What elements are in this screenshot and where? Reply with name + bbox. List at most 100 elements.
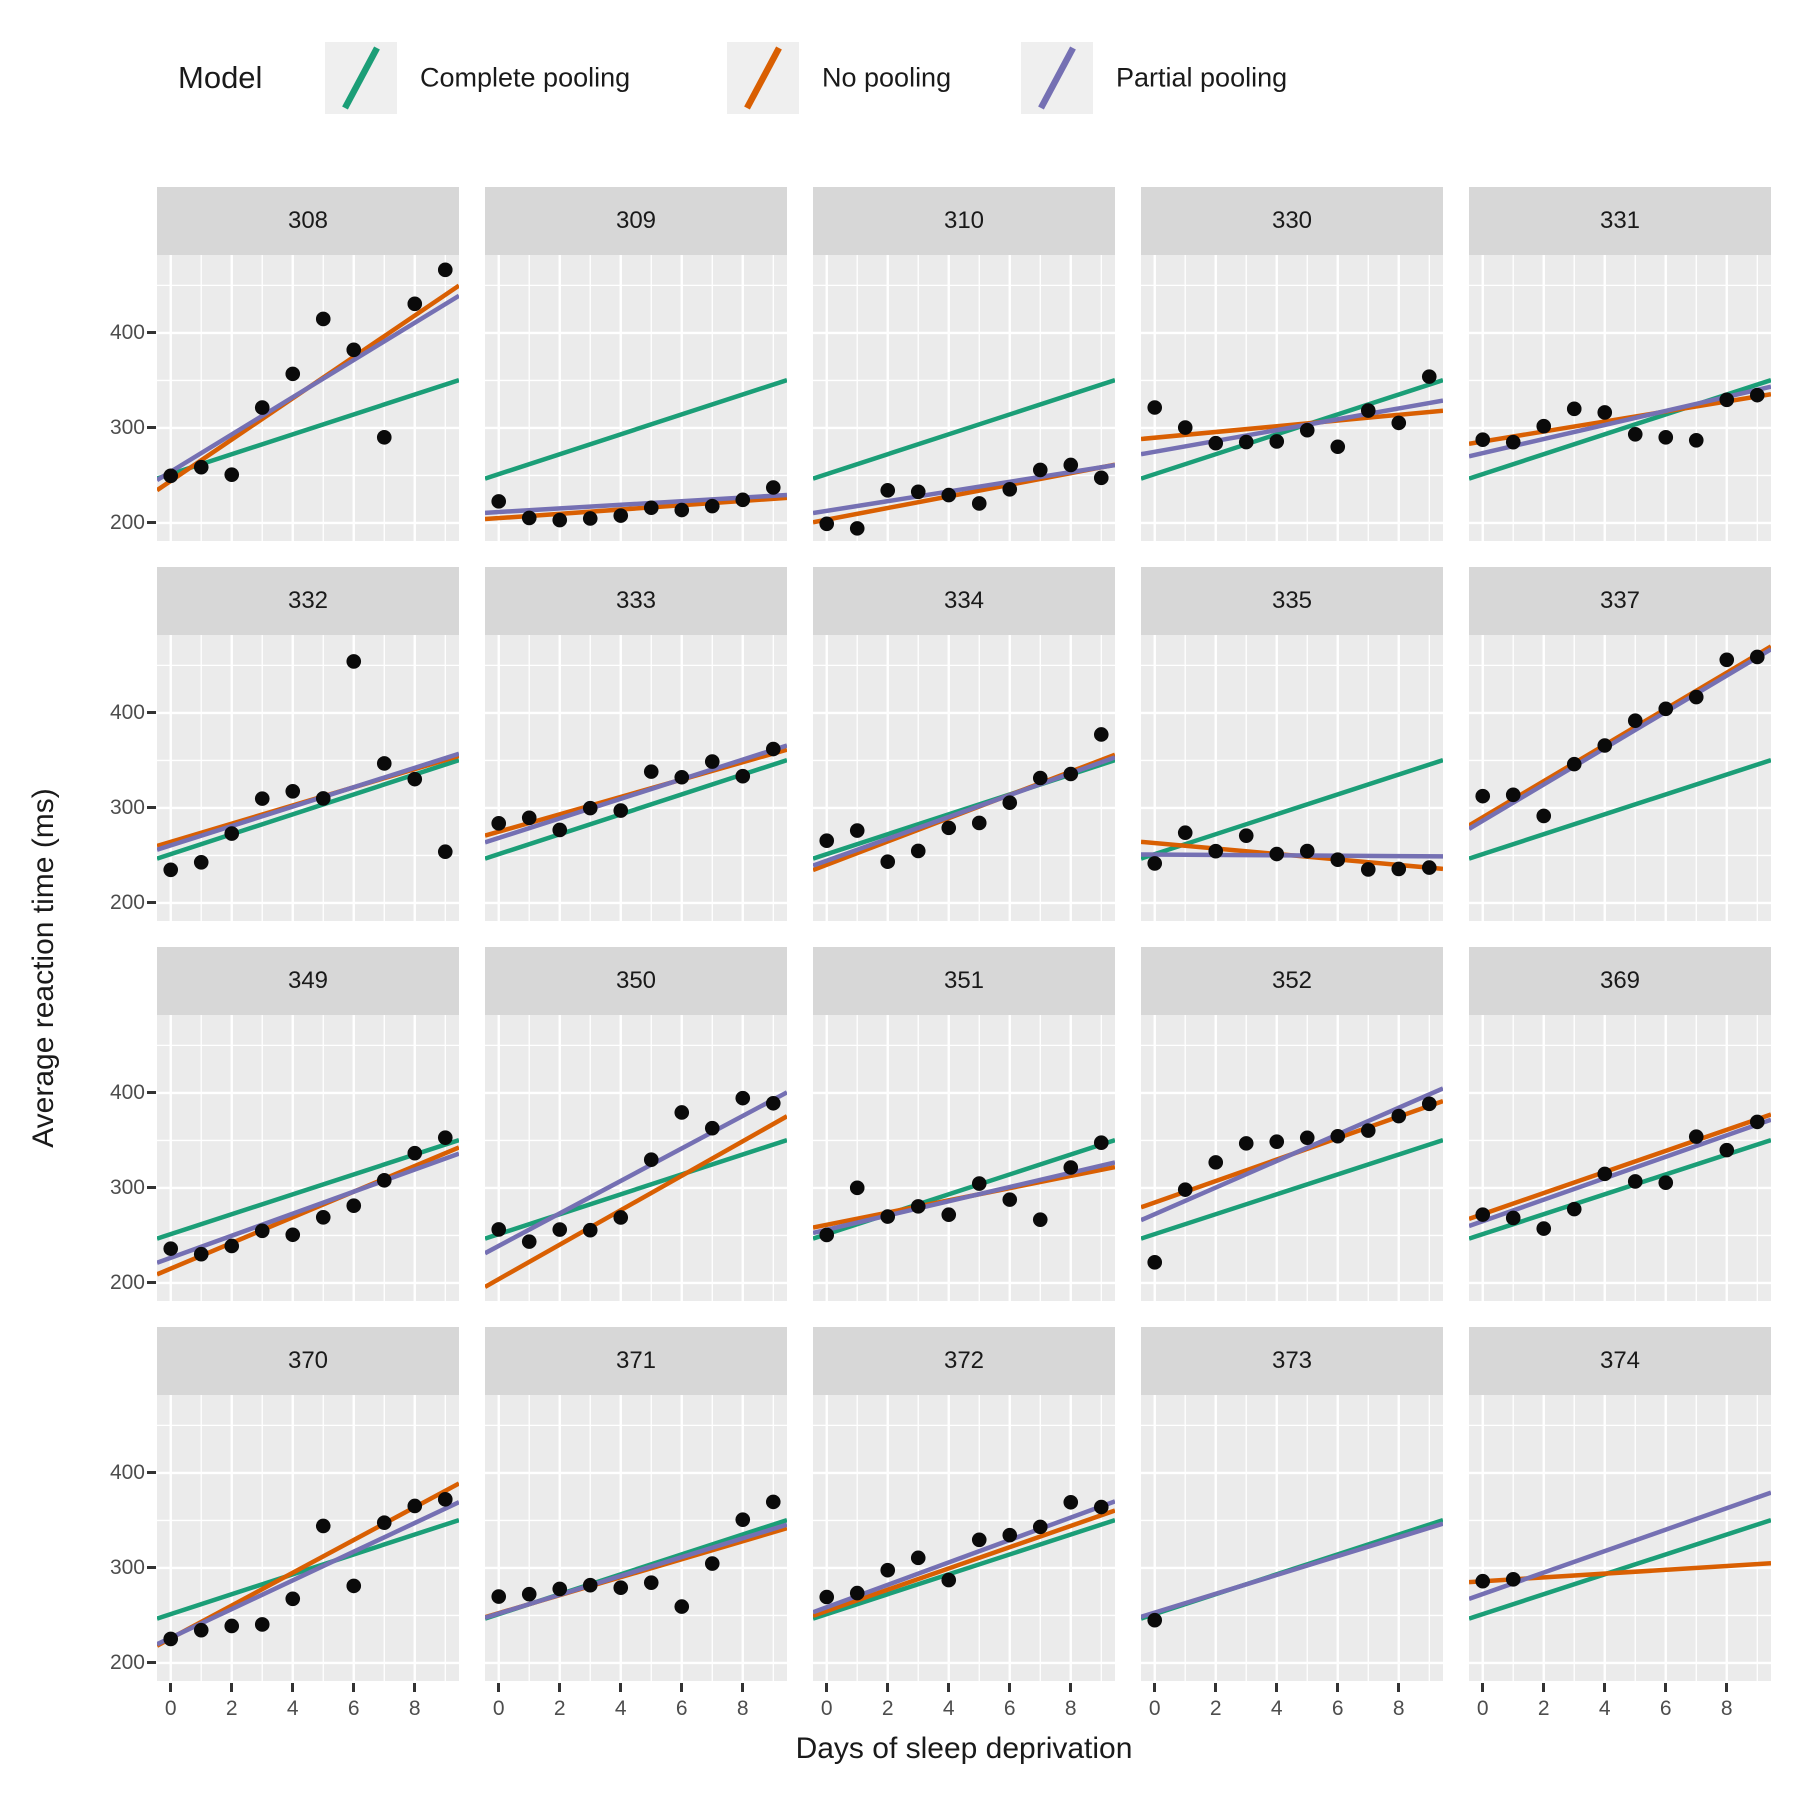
- data-point: [1002, 482, 1018, 497]
- data-point: [1177, 825, 1193, 841]
- data-point: [1597, 405, 1613, 420]
- data-point: [1536, 418, 1552, 434]
- x-tick-label: 8: [1720, 1697, 1733, 1720]
- data-point: [849, 1180, 865, 1196]
- data-point: [971, 1532, 987, 1548]
- facet-strip-label: 374: [1599, 1347, 1641, 1374]
- facet-strip-label: 350: [615, 967, 657, 994]
- y-tick-mark: [147, 521, 156, 525]
- data-point: [910, 1199, 926, 1214]
- data-point: [193, 459, 209, 475]
- data-point: [437, 1130, 453, 1145]
- facet-panel-332: [157, 635, 459, 921]
- fit-line-complete-pooling: [1141, 757, 1443, 861]
- x-tick-label: 2: [881, 1697, 894, 1720]
- data-point: [1719, 1142, 1735, 1158]
- data-point: [1208, 1155, 1224, 1170]
- data-point: [1360, 862, 1376, 877]
- data-point: [437, 262, 453, 278]
- data-point: [1002, 1192, 1018, 1207]
- data-point: [193, 1246, 209, 1262]
- data-point: [1032, 1212, 1048, 1227]
- data-point: [1688, 1129, 1704, 1144]
- fit-line-partial-pooling: [485, 1522, 787, 1620]
- x-tick-label: 0: [820, 1697, 833, 1720]
- y-tick-mark: [147, 426, 156, 430]
- data-point: [1688, 432, 1704, 448]
- y-tick-label: 300: [109, 795, 145, 819]
- data-point: [163, 468, 179, 484]
- data-point: [1147, 856, 1163, 871]
- fit-line-complete-pooling: [813, 1517, 1115, 1621]
- data-point: [521, 810, 537, 826]
- data-point: [1032, 462, 1048, 478]
- x-tick-mark: [558, 1683, 562, 1692]
- facet-strip-372: 372: [813, 1327, 1115, 1395]
- x-tick-label: 6: [1331, 1697, 1344, 1720]
- x-tick-label: 0: [1476, 1697, 1489, 1720]
- data-point: [376, 756, 392, 771]
- data-point: [704, 1556, 720, 1571]
- data-point: [849, 1585, 865, 1601]
- data-point: [491, 1222, 507, 1237]
- facet-strip-370: 370: [157, 1327, 459, 1395]
- fit-line-complete-pooling: [485, 377, 787, 481]
- facet-strip-label: 369: [1599, 967, 1641, 994]
- data-point: [1093, 470, 1109, 486]
- x-tick-label: 8: [1392, 1697, 1405, 1720]
- data-point: [437, 844, 453, 860]
- data-point: [1421, 860, 1437, 875]
- data-point: [376, 1515, 392, 1531]
- y-tick-mark: [147, 1186, 156, 1190]
- x-tick-label: 4: [1598, 1697, 1611, 1720]
- fit-line-partial-pooling: [157, 1500, 459, 1647]
- x-tick-label: 2: [225, 1697, 238, 1720]
- data-point: [910, 1550, 926, 1566]
- data-point: [1391, 861, 1407, 877]
- data-point: [552, 1222, 568, 1237]
- data-point: [1505, 1210, 1521, 1226]
- x-tick-mark: [1275, 1683, 1279, 1692]
- data-point: [407, 771, 423, 787]
- data-point: [1177, 1182, 1193, 1197]
- facet-panel-373: [1141, 1395, 1443, 1681]
- y-tick-label: 300: [109, 415, 145, 439]
- y-tick-mark: [147, 1661, 156, 1665]
- data-point: [880, 1562, 896, 1578]
- facet-strip-371: 371: [485, 1327, 787, 1395]
- y-tick-mark: [147, 806, 156, 810]
- data-point: [224, 1238, 240, 1254]
- x-tick-mark: [1664, 1683, 1668, 1692]
- data-point: [1627, 713, 1643, 729]
- facet-strip-label: 349: [287, 967, 329, 994]
- facet-panel-372: [813, 1395, 1115, 1681]
- data-point: [819, 1589, 835, 1605]
- data-point: [643, 500, 659, 516]
- data-point: [346, 1578, 362, 1594]
- data-point: [552, 1581, 568, 1597]
- data-point: [1330, 439, 1346, 455]
- data-point: [674, 502, 690, 518]
- x-tick-label: 4: [1270, 1697, 1283, 1720]
- data-point: [346, 342, 362, 358]
- x-tick-label: 0: [492, 1697, 505, 1720]
- fit-line-partial-pooling: [157, 1151, 459, 1265]
- data-point: [910, 484, 926, 500]
- data-point: [1627, 1174, 1643, 1189]
- x-tick-label: 6: [347, 1697, 360, 1720]
- x-tick-mark: [497, 1683, 501, 1692]
- data-point: [819, 1227, 835, 1243]
- facet-panel-309: [485, 255, 787, 541]
- data-point: [971, 1176, 987, 1191]
- data-point: [193, 1622, 209, 1638]
- data-point: [1505, 1572, 1521, 1587]
- data-point: [880, 483, 896, 498]
- data-point: [1597, 738, 1613, 753]
- data-point: [285, 366, 301, 382]
- data-point: [1032, 770, 1048, 786]
- facet-panel-370: [157, 1395, 459, 1681]
- data-point: [1238, 1136, 1254, 1151]
- data-point: [1208, 843, 1224, 859]
- data-point: [971, 815, 987, 831]
